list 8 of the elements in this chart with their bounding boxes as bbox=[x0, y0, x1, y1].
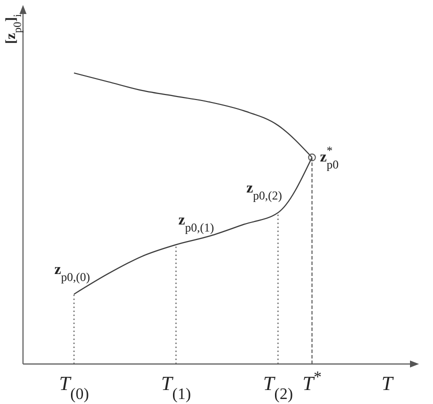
x-tick-label: T$_{(1)}$ bbox=[161, 373, 191, 402]
x-axis-title: T bbox=[381, 373, 394, 395]
annotation: z$_{p0,(0)}$ bbox=[54, 262, 90, 284]
x-tick-label: T$_{(2)}$ bbox=[263, 373, 293, 402]
annotation: z$_{p0,(2)}$ bbox=[246, 180, 282, 203]
x-tick-label: T$^{*}$ bbox=[302, 368, 322, 395]
annotation: z$_{p0,(1)}$ bbox=[178, 212, 214, 235]
x-tick-label: T$_{(0)}$ bbox=[59, 373, 89, 402]
